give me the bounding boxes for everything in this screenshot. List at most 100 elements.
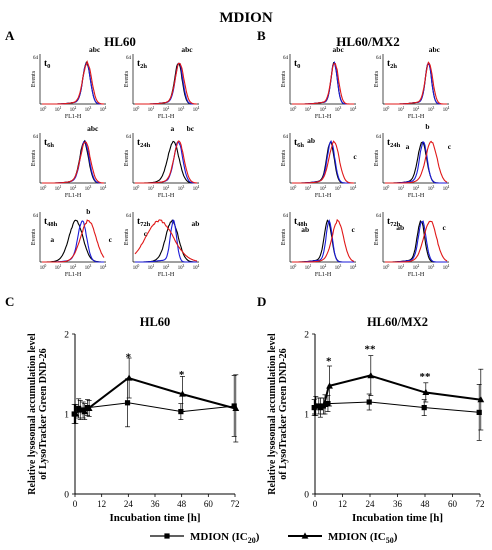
hist-xtick-label: 101: [148, 185, 155, 192]
hist-xtick-label: 103: [428, 106, 435, 113]
hist-xtick-label: 102: [70, 264, 77, 271]
data-point: [84, 405, 91, 411]
hist-xtick-label: 100: [290, 185, 297, 192]
hist-ymax-label: 64: [126, 214, 132, 219]
significance-mark: *: [126, 352, 132, 364]
hist-xtick-label: 104: [100, 106, 107, 113]
hist-curve: [292, 218, 355, 263]
data-point: [312, 402, 320, 409]
hist-xtick-label: 103: [85, 185, 92, 192]
legend-label: MDION (IC50): [328, 531, 398, 545]
chart-x-tick-label: 12: [97, 499, 106, 509]
panel-a-histogram-1: 64 Events 100 101 102 103 104 FL1-H t2h abc: [124, 45, 200, 120]
hist-xtick-label: 102: [70, 106, 77, 113]
chart-y-tick-label: 0: [64, 491, 69, 501]
hist-time-label: t6h: [44, 138, 54, 149]
panel-d-letter: D: [257, 294, 266, 309]
hist-ylabel: Events: [124, 70, 130, 87]
hist-xtick-label: 100: [133, 106, 140, 113]
data-point: [80, 407, 86, 413]
hist-time-label: t0: [294, 59, 300, 70]
series-line: [74, 402, 236, 415]
hist-xtick-label: 104: [193, 264, 200, 271]
hist-xtick-label: 104: [350, 185, 357, 192]
hist-annotation: abc: [429, 45, 441, 54]
hist-ymax-label: 64: [376, 214, 382, 219]
hist-xtick-label: 104: [443, 106, 450, 113]
chart-y-tick-label: 2: [64, 331, 69, 341]
data-point: [367, 372, 375, 379]
hist-curve: [42, 62, 104, 105]
hist-xtick-label: 102: [320, 106, 327, 113]
chart-x-tick-label: 0: [73, 499, 78, 509]
legend: MDION (IC20) MDION (IC50): [150, 531, 398, 545]
data-point: [422, 388, 430, 395]
hist-xtick-label: 104: [350, 106, 357, 113]
data-point: [316, 404, 324, 411]
hist-annotation: c: [352, 225, 356, 234]
significance-mark: **: [365, 344, 377, 356]
hist-xtick-label: 101: [305, 264, 312, 271]
hist-xtick-label: 101: [55, 106, 62, 113]
hist-annotation: b: [425, 122, 429, 131]
hist-curve: [42, 141, 105, 184]
data-point: [477, 396, 485, 403]
hist-annotation: abc: [89, 45, 101, 54]
hist-xtick-label: 103: [335, 264, 342, 271]
hist-xtick-label: 100: [383, 264, 390, 271]
data-point: [366, 399, 372, 405]
hist-ylabel: Events: [374, 228, 380, 245]
data-point: [476, 409, 482, 415]
hist-xtick-label: 104: [100, 264, 107, 271]
panel-b-histogram-0: 64 Events 100 101 102 103 104 FL1-H t0 abc: [281, 45, 357, 120]
hist-ylabel: Events: [281, 149, 287, 166]
chart-x-tick-label: 36: [393, 499, 403, 509]
hist-curve: [292, 60, 354, 105]
chart-x-tick-label: 36: [151, 499, 161, 509]
panel-a-title: HL60: [104, 34, 136, 49]
hist-curve: [42, 219, 105, 263]
hist-ymax-label: 64: [283, 56, 289, 61]
hist-xtick-label: 103: [85, 106, 92, 113]
hist-xtick-label: 101: [148, 264, 155, 271]
hist-xtick-label: 101: [305, 106, 312, 113]
figure-title: MDION: [219, 10, 272, 26]
hist-xlabel: FL1-H: [315, 272, 332, 278]
hist-curve: [135, 219, 197, 263]
hist-ymax-label: 64: [283, 214, 289, 219]
hist-xtick-label: 104: [443, 185, 450, 192]
data-point: [316, 403, 322, 409]
panel-a-histogram-3: 64 Events 100 101 102 103 104 FL1-H t24h a bc: [124, 124, 200, 199]
hist-xtick-label: 100: [290, 106, 297, 113]
hist-time-label: t2h: [387, 59, 397, 70]
hist-annotation: c: [144, 229, 148, 238]
hist-annotation: bc: [187, 124, 195, 133]
hist-annotation: ab: [301, 225, 309, 234]
chart-y-tick-label: 1: [304, 411, 309, 421]
hist-curve: [385, 61, 447, 105]
data-point: [325, 401, 331, 407]
hist-ymax-label: 64: [33, 214, 39, 219]
hist-xlabel: FL1-H: [408, 114, 425, 120]
hist-ymax-label: 64: [126, 56, 132, 61]
hist-annotation: abc: [181, 45, 193, 54]
hist-time-label: t48h: [44, 217, 58, 228]
hist-ymax-label: 64: [33, 135, 39, 140]
hist-ylabel: Events: [374, 70, 380, 87]
hist-curve: [42, 61, 104, 105]
hist-annotation: c: [353, 152, 357, 161]
series-ic50: [312, 355, 485, 431]
hist-ylabel: Events: [31, 228, 37, 245]
chart-ylabel: Relative lysosomal accumulation levelof …: [27, 333, 49, 495]
hist-ylabel: Events: [281, 228, 287, 245]
panel-a-histogram-2: 64 Events 100 101 102 103 104 FL1-H t6h abc: [31, 124, 107, 199]
panel-b-histogram-1: 64 Events 100 101 102 103 104 FL1-H t2h abc: [374, 45, 450, 120]
hist-curve: [292, 61, 354, 105]
hist-curve: [385, 220, 448, 263]
legend-marker: [301, 532, 309, 539]
hist-xtick-label: 100: [383, 185, 390, 192]
hist-curve: [292, 140, 354, 184]
hist-curve: [135, 140, 197, 184]
